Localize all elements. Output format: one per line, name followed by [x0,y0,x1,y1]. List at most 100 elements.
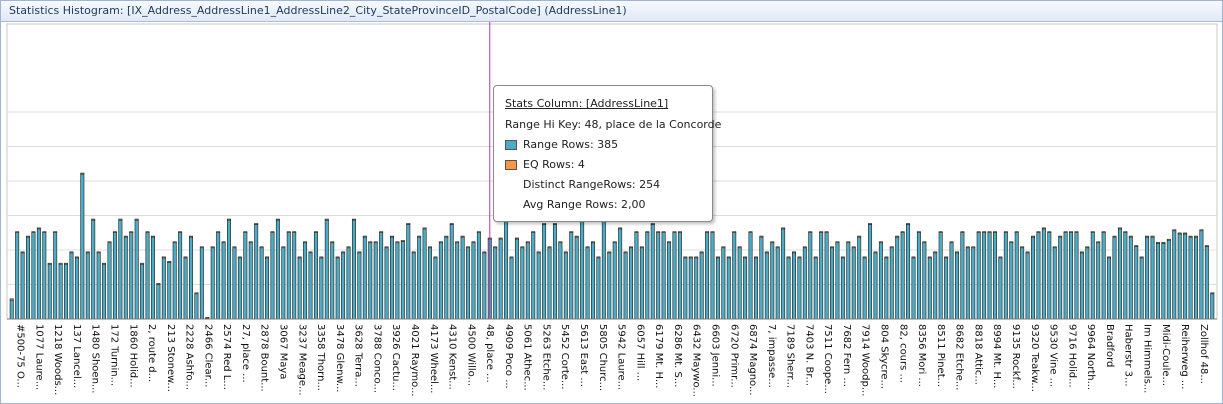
histogram-bar[interactable] [710,231,715,320]
histogram-bar[interactable] [802,246,807,320]
histogram-bar[interactable] [808,231,813,320]
range-rows-bar[interactable] [438,242,443,320]
eq-rows-bar[interactable] [1204,245,1209,247]
range-rows-bar[interactable] [580,219,585,320]
histogram-bar[interactable] [324,218,329,320]
histogram-bar[interactable] [569,231,574,320]
range-rows-bar[interactable] [281,247,286,320]
eq-rows-bar[interactable] [607,251,612,254]
eq-rows-bar[interactable] [786,256,791,259]
range-rows-bar[interactable] [1188,236,1193,320]
histogram-bar[interactable] [357,251,362,320]
eq-rows-bar[interactable] [194,292,199,295]
histogram-bar[interactable] [58,262,63,320]
histogram-bar[interactable] [911,256,916,320]
range-rows-bar[interactable] [1112,236,1117,320]
range-rows-bar[interactable] [466,247,471,320]
range-rows-bar[interactable] [96,252,101,320]
eq-rows-bar[interactable] [1090,231,1095,233]
histogram-bar[interactable] [726,256,731,320]
range-rows-bar[interactable] [585,247,590,320]
eq-rows-bar[interactable] [677,231,682,233]
histogram-bar[interactable] [982,231,987,320]
range-rows-bar[interactable] [971,247,976,320]
eq-rows-bar[interactable] [965,246,970,249]
range-rows-bar[interactable] [216,232,221,320]
range-rows-bar[interactable] [406,224,411,320]
range-rows-bar[interactable] [531,232,536,320]
eq-rows-bar[interactable] [292,231,297,233]
eq-rows-bar[interactable] [672,231,677,233]
range-rows-bar[interactable] [954,252,959,320]
eq-rows-bar[interactable] [1085,246,1090,249]
histogram-bar[interactable] [612,241,617,320]
range-rows-bar[interactable] [645,232,650,320]
histogram-bar[interactable] [688,256,693,320]
histogram-bar[interactable] [1145,235,1150,320]
range-rows-bar[interactable] [194,293,199,320]
histogram-bar[interactable] [227,218,231,320]
histogram-bar[interactable] [1177,232,1182,320]
histogram-bar[interactable] [976,231,981,320]
range-rows-bar[interactable] [623,252,628,320]
eq-rows-bar[interactable] [134,218,139,221]
range-rows-bar[interactable] [906,224,911,320]
histogram-bar[interactable] [884,256,889,320]
range-rows-bar[interactable] [911,257,916,320]
histogram-bar[interactable] [384,246,389,320]
histogram-bar[interactable] [656,231,661,320]
eq-rows-bar[interactable] [726,256,731,259]
eq-rows-bar[interactable] [933,251,938,254]
histogram-bar[interactable] [634,231,639,320]
histogram-bar[interactable] [781,227,786,320]
histogram-bar[interactable] [91,218,96,320]
range-rows-bar[interactable] [379,232,384,320]
range-rows-bar[interactable] [514,238,519,320]
range-rows-bar[interactable] [20,252,25,320]
eq-rows-bar[interactable] [1096,241,1101,244]
range-rows-bar[interactable] [661,232,666,320]
range-rows-bar[interactable] [1204,246,1209,320]
histogram-bar[interactable] [607,251,612,320]
eq-rows-bar[interactable] [558,241,563,244]
eq-rows-bar[interactable] [1074,231,1079,233]
range-rows-bar[interactable] [1069,232,1074,320]
range-rows-bar[interactable] [368,242,373,320]
range-rows-bar[interactable] [694,257,699,320]
range-rows-bar[interactable] [786,257,791,320]
eq-rows-bar[interactable] [1188,235,1193,238]
eq-rows-bar[interactable] [889,246,894,249]
range-rows-bar[interactable] [1107,257,1112,320]
range-rows-bar[interactable] [982,232,987,320]
eq-rows-bar[interactable] [514,237,519,240]
range-rows-bar[interactable] [552,224,557,320]
histogram-bar[interactable] [509,256,514,320]
histogram-bar[interactable] [650,223,655,320]
range-rows-bar[interactable] [851,247,856,320]
range-rows-bar[interactable] [1058,236,1063,320]
eq-rows-bar[interactable] [667,241,672,244]
histogram-bar[interactable] [775,246,780,320]
range-rows-bar[interactable] [504,219,509,320]
eq-rows-bar[interactable] [428,246,432,249]
range-rows-bar[interactable] [683,257,688,320]
histogram-bar[interactable] [813,256,818,320]
range-rows-bar[interactable] [221,242,226,320]
histogram-bar[interactable] [118,218,123,320]
range-rows-bar[interactable] [650,224,655,320]
eq-rows-bar[interactable] [466,246,471,249]
eq-rows-bar[interactable] [509,256,514,259]
eq-rows-bar[interactable] [993,231,997,233]
histogram-bar[interactable] [830,246,834,320]
histogram-bar[interactable] [270,231,275,320]
histogram-bar[interactable] [259,246,264,320]
eq-rows-bar[interactable] [319,256,324,259]
histogram-bar[interactable] [677,231,682,320]
histogram-bar[interactable] [916,231,921,320]
range-rows-bar[interactable] [629,247,633,320]
eq-rows-bar[interactable] [438,241,443,244]
range-rows-bar[interactable] [1074,232,1079,320]
histogram-bar[interactable] [770,241,775,320]
histogram-bar[interactable] [661,231,666,320]
histogram-bar[interactable] [161,256,166,320]
